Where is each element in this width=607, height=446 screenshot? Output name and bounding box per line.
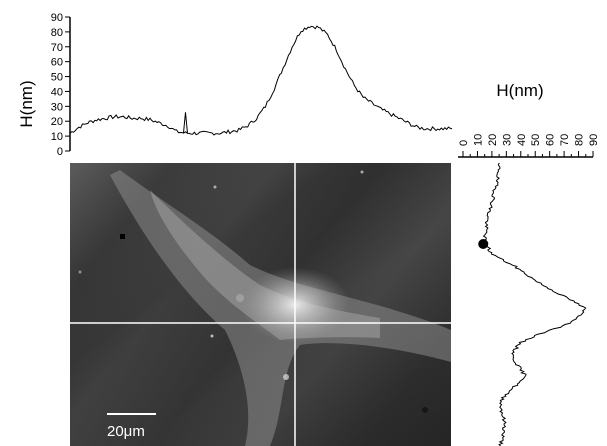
top-y-tick-label: 50 xyxy=(51,72,63,84)
profile-position-marker xyxy=(478,239,489,249)
top-y-tick-label: 60 xyxy=(51,57,63,69)
top-chart-y-axis-label: H(nm) xyxy=(17,80,36,127)
top-profile-spike xyxy=(182,112,188,134)
top-height-profile-line xyxy=(69,25,453,136)
top-y-tick-label: 90 xyxy=(51,12,63,24)
top-y-tick-label: 30 xyxy=(51,101,63,113)
right-profile-chart: H(nm) 0 10 20 30 40 50 60 70 80 90 xyxy=(458,81,600,446)
top-y-tick-label: 20 xyxy=(51,116,63,128)
scale-bar-label: 20μm xyxy=(107,423,145,440)
right-chart-x-axis: 0 10 20 30 40 50 60 70 80 90 xyxy=(458,134,600,158)
top-profile-chart: H(nm) 0 10 20 30 40 50 60 70 80 90 xyxy=(17,12,453,158)
top-y-tick-label: 10 xyxy=(51,131,63,143)
right-x-tick-label: 70 xyxy=(559,134,571,146)
right-x-tick-label: 40 xyxy=(516,134,528,146)
right-x-tick-label: 0 xyxy=(458,140,470,146)
right-x-tick-label: 80 xyxy=(574,134,586,146)
top-y-tick-label: 0 xyxy=(57,146,63,158)
right-x-tick-label: 50 xyxy=(530,134,542,146)
right-height-profile-line xyxy=(482,162,587,446)
afm-height-image: 20μm xyxy=(70,163,451,446)
top-y-tick-label: 70 xyxy=(51,42,63,54)
right-x-tick-label: 10 xyxy=(472,134,484,146)
top-y-tick-label: 80 xyxy=(51,27,63,39)
top-chart-y-axis: 0 10 20 30 40 50 60 70 80 90 xyxy=(51,12,71,158)
right-x-tick-label: 60 xyxy=(545,134,557,146)
top-y-tick-label: 40 xyxy=(51,86,63,98)
right-x-tick-label: 90 xyxy=(588,134,600,146)
right-x-tick-label: 30 xyxy=(501,134,513,146)
right-x-tick-label: 20 xyxy=(487,134,499,146)
right-chart-x-axis-label: H(nm) xyxy=(496,81,543,100)
